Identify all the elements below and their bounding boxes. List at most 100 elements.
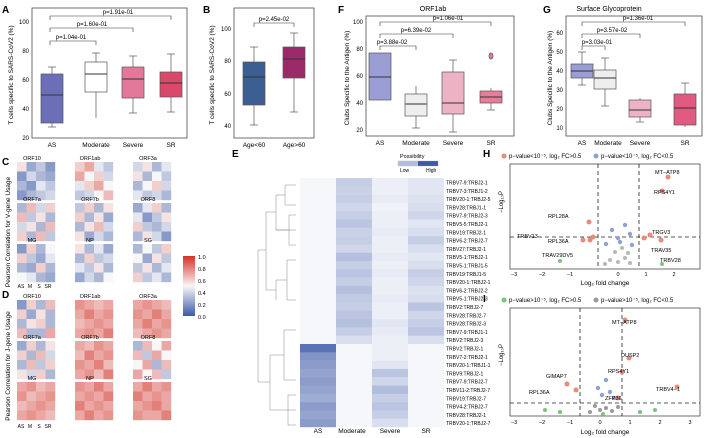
heatmap-cell <box>300 211 336 220</box>
i-gene-label: TRBV4−1 <box>656 387 680 393</box>
heatmap-cell <box>103 319 114 329</box>
heatmap-cell <box>94 328 104 339</box>
panel-f-ytick: 100 <box>353 20 364 26</box>
heatmap-cell <box>152 369 162 380</box>
e-row-label: TRBV4-2:TRBJ2-7 <box>446 405 488 411</box>
panel-f-pvalue: p=1.06e-01 <box>433 16 464 22</box>
heatmap-cell <box>36 222 46 232</box>
heatmap-cell <box>300 252 336 262</box>
heatmap-cell <box>103 231 114 242</box>
heatmap-cell <box>36 181 46 191</box>
heatmap-cell <box>45 244 56 254</box>
heatmap-cell <box>75 171 85 182</box>
heatmap-cell <box>94 263 104 273</box>
heatmap-cell <box>75 410 85 421</box>
heatmap-cell <box>408 236 444 245</box>
panel-b-ylabel: T cells specific to SARS-CoV2 (%) <box>209 25 216 124</box>
i-xtick: 2 <box>658 420 661 426</box>
panel-g-title: Surface Glycoprotein <box>576 6 641 13</box>
heatmap-cell <box>45 328 56 339</box>
heatmap-cell <box>133 244 143 254</box>
heatmap-cell <box>161 360 172 370</box>
box-sr <box>159 71 183 98</box>
heatmap-cell <box>300 335 336 345</box>
heatmap-cell <box>26 190 37 201</box>
heatmap-cell <box>26 212 37 223</box>
heatmap-cell <box>84 382 95 392</box>
heatmap-cell <box>75 222 85 232</box>
panel-a-ytick: 80 <box>22 49 29 55</box>
h-gene-label: TRBV28 <box>660 258 681 264</box>
heatmap-cell <box>300 194 336 204</box>
heatmap-cell <box>94 222 104 232</box>
heatmap-cell <box>152 212 162 223</box>
e-row-label: TRBV6-2:TRBJ2-7 <box>446 239 488 245</box>
heatmap-cell <box>336 327 372 336</box>
heatmap-cell <box>75 263 85 273</box>
heatmap-cell <box>94 190 104 201</box>
heatmap-cell <box>142 272 153 283</box>
heatmap-cell <box>408 310 444 320</box>
heatmap-cell <box>75 300 85 310</box>
box-age-hi <box>282 46 306 79</box>
heatmap-cell <box>336 402 372 411</box>
heatmap-cell <box>408 285 444 295</box>
heatmap-cell <box>142 410 153 421</box>
panel-f-xlabel: SR <box>486 140 495 147</box>
heatmap-cell <box>75 309 85 320</box>
panel-f-xlabel: Moderate <box>402 140 430 147</box>
heatmap-cell <box>45 203 56 213</box>
heatmap-cell <box>300 269 336 278</box>
heatmap-cell <box>26 350 37 361</box>
heatmap-cell <box>17 328 27 339</box>
e-row-label: TRBV28:TRBJ2-3 <box>446 322 486 328</box>
heatmap-cell <box>36 212 46 223</box>
box-g-severe <box>628 99 652 118</box>
heatmap-cell <box>75 244 85 254</box>
heatmap-cell <box>161 272 172 283</box>
heatmap-cell <box>84 350 95 361</box>
box-as <box>40 73 64 124</box>
heatmap-cell <box>142 382 153 392</box>
heatmap-cell <box>103 190 114 201</box>
heatmap-cell <box>142 300 153 310</box>
heatmap-cell <box>75 253 85 264</box>
heatmap-cell <box>408 418 444 428</box>
panel-a-ytick: 100 <box>19 20 30 26</box>
heatmap-cell <box>26 162 37 172</box>
panel-d-title: SG <box>144 376 152 382</box>
heatmap-cell <box>36 309 46 320</box>
heatmap-cell <box>372 368 408 378</box>
panel-c-axis: S <box>37 284 41 290</box>
h-legend-a: p−value<10⁻⁵, log₂ FC>0.5 <box>509 153 582 160</box>
panel-c-title: ORF3a <box>139 156 158 162</box>
heatmap-cell <box>372 327 408 336</box>
heatmap-cell <box>133 391 143 402</box>
i-gene-label: GIMAP7 <box>546 374 567 380</box>
panel-a-xlabel: Severe <box>123 142 144 149</box>
heatmap-cell <box>300 319 336 328</box>
heatmap-cell <box>84 212 95 223</box>
heatmap-cell <box>161 369 172 380</box>
heatmap-cell <box>161 309 172 320</box>
panel-g-ytick: 10 <box>556 126 563 132</box>
heatmap-cell <box>45 401 56 411</box>
heatmap-cell <box>36 319 46 329</box>
panel-h: H p−value<10⁻⁵, log₂ FC>0.5 p−value<10⁻⁵… <box>483 149 701 287</box>
panel-b-letter: B <box>203 5 210 16</box>
heatmap-cell <box>372 244 408 253</box>
heatmap-cell <box>84 401 95 411</box>
heatmap-cell <box>300 236 336 245</box>
heatmap-cell <box>103 350 114 361</box>
heatmap-cell <box>336 352 372 361</box>
heatmap-cell <box>36 203 46 213</box>
heatmap-cell <box>142 263 153 273</box>
panel-c-letter: C <box>2 157 9 168</box>
heatmap-cell <box>75 369 85 380</box>
h-xtick: −3 <box>511 272 517 278</box>
heatmap-cell <box>300 285 336 295</box>
heatmap-cell <box>372 410 408 419</box>
heatmap-cell <box>36 300 46 310</box>
panel-d-title: ORF7b <box>81 335 99 341</box>
heatmap-cell <box>36 253 46 264</box>
